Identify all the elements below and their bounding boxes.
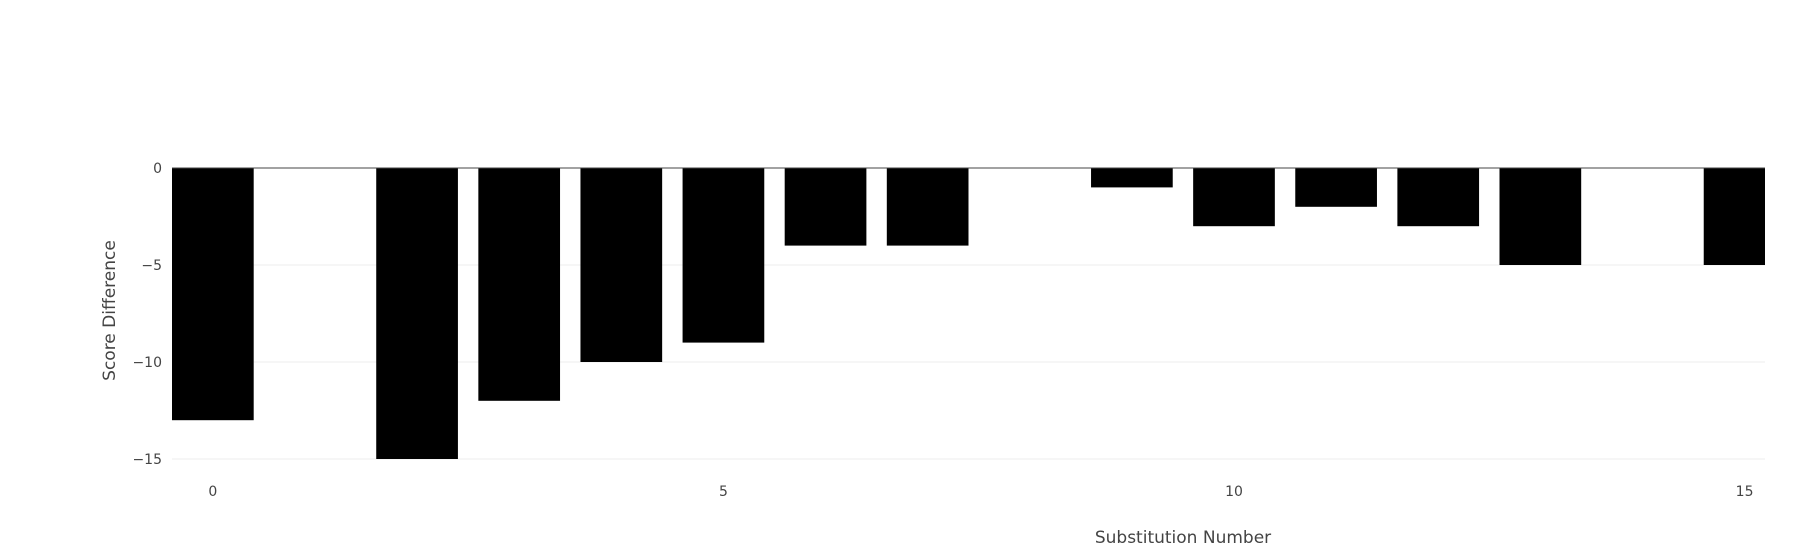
x-tick-label: 10 xyxy=(1225,484,1243,500)
bar xyxy=(1499,168,1582,265)
bar xyxy=(784,168,867,246)
x-tick-label: 15 xyxy=(1736,484,1754,500)
x-axis-title: Substitution Number xyxy=(1095,528,1271,548)
x-tick-label: 0 xyxy=(208,484,217,500)
bars xyxy=(172,168,1765,459)
y-tick-label: 0 xyxy=(153,161,162,177)
bar xyxy=(1091,168,1173,188)
bar xyxy=(376,168,458,459)
y-axis-ticks: 0 −5 −10 −15 xyxy=(132,161,162,468)
bar xyxy=(1397,168,1480,227)
y-tick-label: −15 xyxy=(132,452,162,468)
y-tick-label: −10 xyxy=(132,355,162,371)
y-axis-title: Score Difference xyxy=(100,240,120,381)
bar xyxy=(478,168,561,401)
y-tick-label: −5 xyxy=(141,258,162,274)
bar xyxy=(172,168,254,421)
x-axis-ticks: 0 5 10 15 xyxy=(208,484,1753,500)
bar xyxy=(1703,168,1765,265)
bar xyxy=(886,168,969,246)
bar xyxy=(682,168,765,343)
bar xyxy=(1295,168,1377,207)
x-tick-label: 5 xyxy=(719,484,728,500)
bar xyxy=(580,168,663,362)
bar xyxy=(1193,168,1275,227)
